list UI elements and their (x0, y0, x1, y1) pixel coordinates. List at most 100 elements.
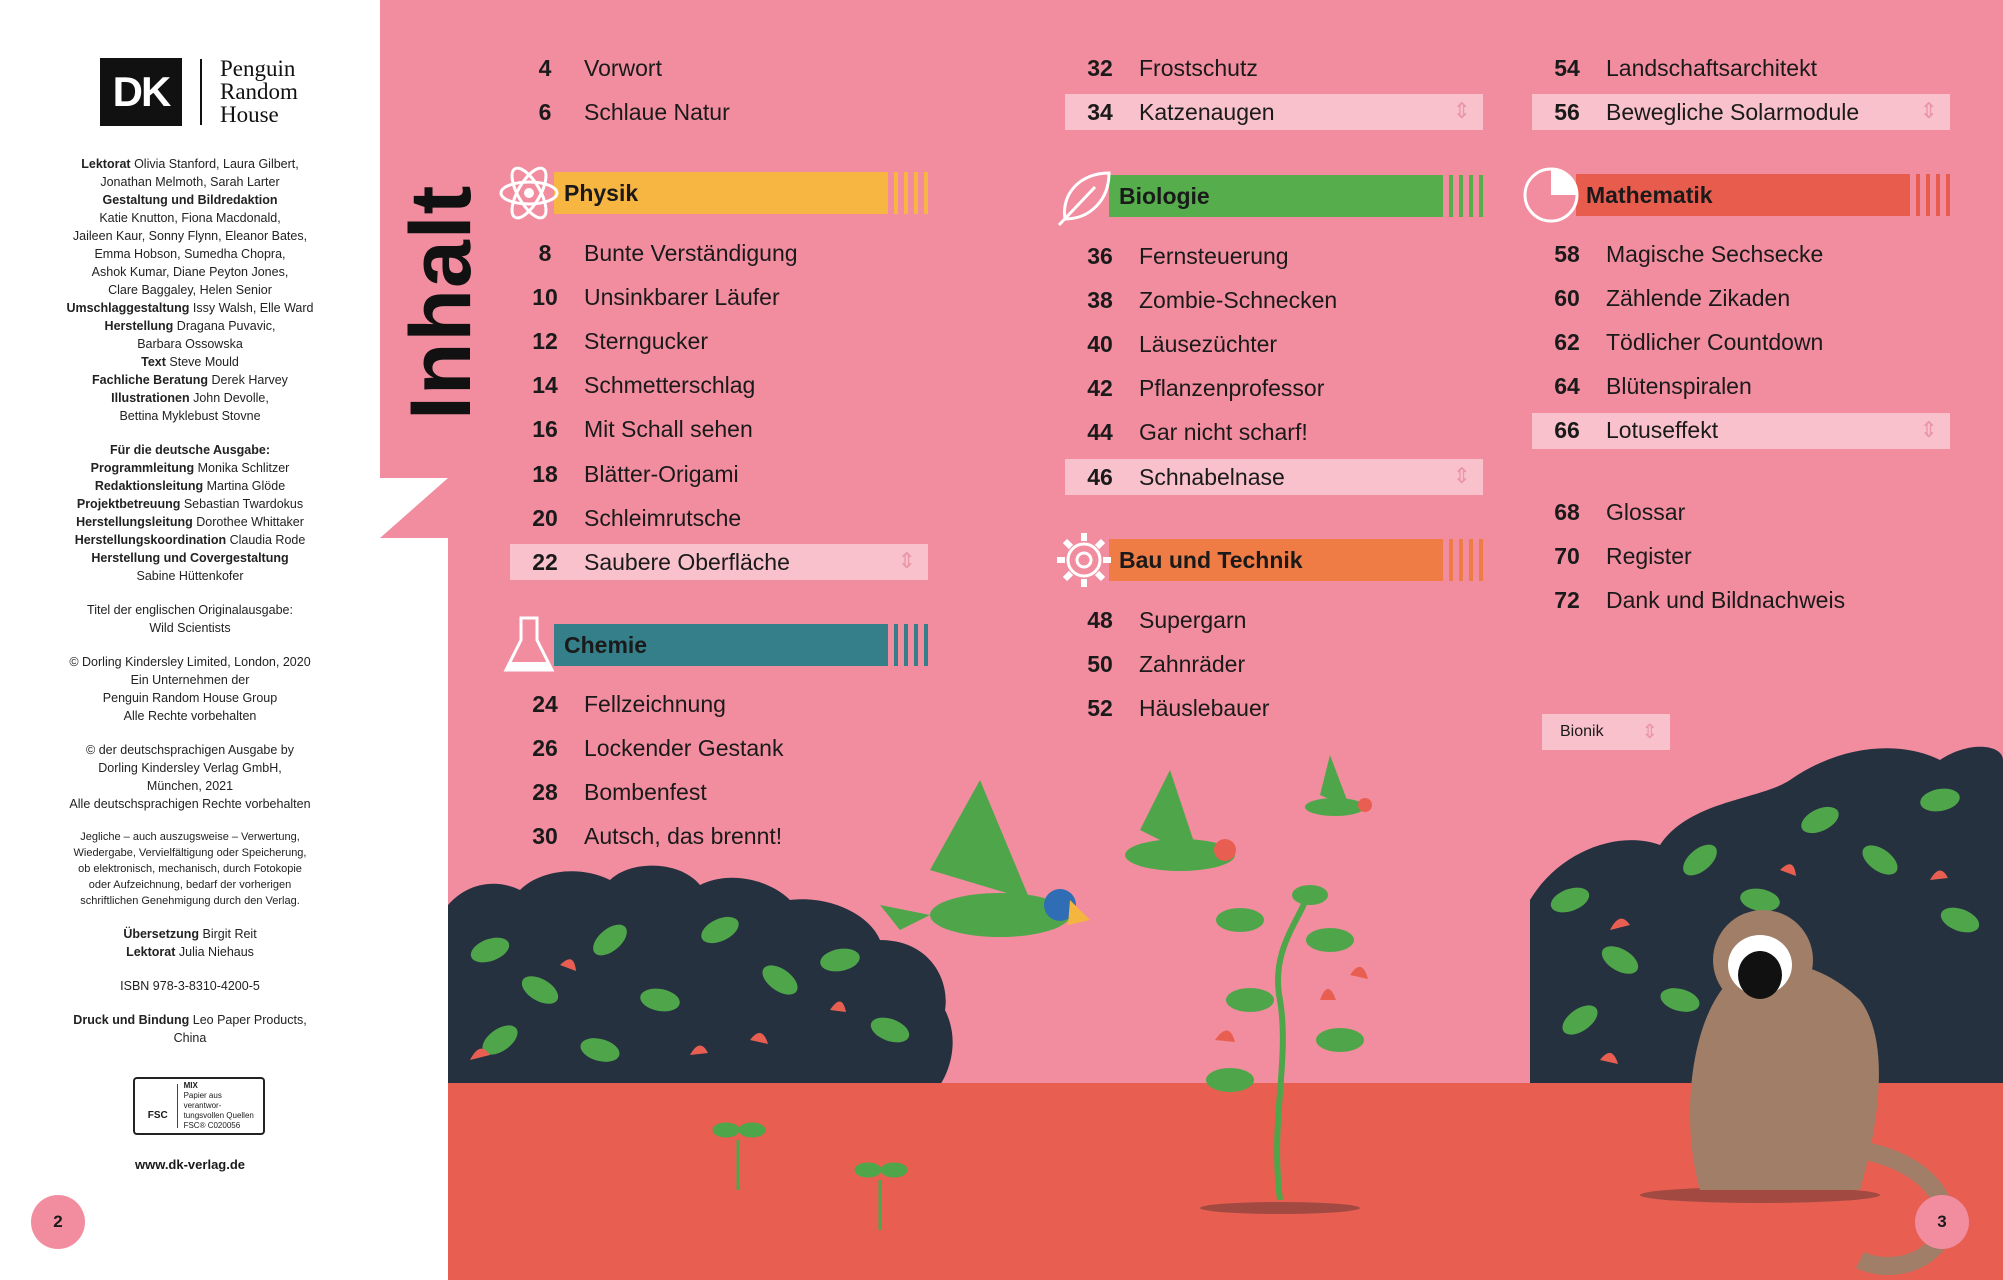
toc-title: Lockender Gestank (584, 734, 784, 761)
toc-title: Frostschutz (1139, 54, 1258, 81)
toc-title: Autsch, das brennt! (584, 823, 783, 850)
toc-entry[interactable]: 52 Häuslebauer (1065, 690, 1483, 726)
chili-bush-left (448, 865, 953, 1085)
page-notch-fill (380, 538, 448, 1280)
toc-entry[interactable]: 50 Zahnräder (1065, 646, 1483, 682)
imprint-line: Ein Unternehmen der (130, 673, 250, 687)
toc-entry[interactable]: 34 Katzenaugen (1065, 94, 1483, 130)
toc-title: Bombenfest (584, 778, 707, 805)
toc-entry[interactable]: 4 Vorwort (510, 50, 928, 86)
toc-entry[interactable]: 8 Bunte Verständigung (510, 235, 928, 271)
toc-page-number: 10 (532, 283, 558, 310)
section-label: Biologie (1109, 175, 1443, 217)
toc-title: Bunte Verständigung (584, 239, 798, 266)
technik-icon (1051, 527, 1117, 593)
imprint-line: Wiedergabe, Vervielfältigung oder Speich… (73, 847, 307, 859)
toc-entry[interactable]: 10 Unsinkbarer Läufer (510, 279, 928, 315)
toc-entry[interactable]: 20 Schleimrutsche (510, 500, 928, 536)
toc-entry[interactable]: 56 Bewegliche Solarmodule (1532, 94, 1950, 130)
imprint-line: © der deutschsprachigen Ausgabe by (86, 743, 294, 757)
toc-page-number: 6 (538, 98, 552, 125)
toc-entry[interactable]: 68 Glossar (1532, 494, 1950, 530)
section-stripes (1449, 175, 1483, 217)
imprint-line: Katie Knutton, Fiona Macdonald, (99, 211, 281, 225)
original-title-label: Titel der englischen Originalausgabe: (87, 603, 293, 617)
imprint-line: schriftlichen Genehmigung durch den Verl… (80, 895, 300, 907)
toc-entry[interactable]: 30 Autsch, das brennt! (510, 819, 928, 855)
toc-entry[interactable]: 6 Schlaue Natur (510, 94, 928, 130)
imprint-line: München, 2021 (146, 779, 234, 793)
logo-divider (200, 58, 202, 125)
dk-logo: DK (100, 57, 182, 126)
prh-line: Penguin (220, 56, 296, 81)
chili-plant-center (1200, 885, 1368, 1214)
toc-entry[interactable]: 26 Lockender Gestank (510, 730, 928, 766)
legal-notice: Jegliche – auch auszugsweise – Verwertun… (40, 829, 340, 909)
credits-block: Lektorat Olivia Stanford, Laura Gilbert,… (40, 155, 340, 425)
toc-page-number: 36 (1087, 242, 1113, 269)
toc-entry[interactable]: 64 Blütenspiralen (1532, 369, 1950, 405)
toc-page-number: 32 (1087, 54, 1113, 81)
imprint-line: Barbara Ossowska (137, 337, 243, 351)
toc-entry[interactable]: 42 Pflanzenprofessor (1065, 371, 1483, 407)
toc-entry[interactable]: 70 Register (1532, 538, 1950, 574)
fsc-text: MIX Papier aus verantwor-tungsvollen Quel… (184, 1081, 259, 1131)
toc-entry[interactable]: 16 Mit Schall sehen (510, 412, 928, 448)
imprint-line: oder Aufzeichnung, bedarf der vorherigen (88, 879, 292, 891)
page-number-left: 2 (34, 1198, 82, 1246)
imprint-line: Sabine Hüttenkofer (136, 569, 244, 583)
imprint-line: Emma Hobson, Sumedha Chopra, (94, 247, 286, 261)
toc-page-number: 28 (532, 778, 558, 805)
toc-entry[interactable]: 14 Schmetterschlag (510, 368, 928, 404)
imprint-line: © Dorling Kindersley Limited, London, 20… (69, 655, 311, 669)
toc-entry[interactable]: 60 Zählende Zikaden (1532, 280, 1950, 316)
toc-entry[interactable]: 22 Saubere Oberfläche (510, 544, 928, 581)
section-label: Mathematik (1576, 174, 1910, 216)
toc-entry[interactable]: 40 Läusezüchter (1065, 326, 1483, 362)
print-credits: Druck und Bindung Leo Paper Products, Chi… (40, 1011, 340, 1047)
imprint-line: Herstellung und Covergestaltung (91, 551, 289, 565)
section-header-physik: Physik (499, 166, 928, 220)
toc-title: Zombie-Schnecken (1139, 286, 1338, 313)
website-url[interactable]: www.dk-verlag.de (134, 1157, 246, 1172)
toc-entry[interactable]: 58 Magische Sechsecke (1532, 236, 1950, 272)
toc-page-number: 30 (532, 823, 558, 850)
section-stripes (1916, 174, 1950, 216)
section-stripes (894, 624, 928, 666)
section-stripes (894, 172, 928, 214)
toc-page-number: 48 (1087, 606, 1113, 633)
toc-entry[interactable]: 54 Landschaftsarchitekt (1532, 50, 1950, 86)
imprint-line: Text Steve Mould (141, 355, 239, 369)
parrot-small (1305, 755, 1372, 816)
toc-page-number: 50 (1087, 650, 1113, 677)
toc-title: Zahnräder (1139, 650, 1246, 677)
toc-entry[interactable]: 12 Sterngucker (510, 323, 928, 359)
toc-entry[interactable]: 28 Bombenfest (510, 774, 928, 810)
toc-entry[interactable]: 38 Zombie-Schnecken (1065, 282, 1483, 318)
imprint-line: Dorling Kindersley Verlag GmbH, (98, 761, 282, 775)
german-edition-heading: Für die deutsche Ausgabe: (110, 443, 270, 457)
toc-title: Blütenspiralen (1606, 373, 1752, 400)
imprint-line: Jaileen Kaur, Sonny Flynn, Eleanor Bates… (72, 229, 308, 243)
toc-title: Fernsteuerung (1139, 242, 1289, 269)
toc-entry[interactable]: 24 Fellzeichnung (510, 686, 928, 722)
monkey (1640, 910, 1955, 1275)
toc-title: Lotuseffekt (1606, 417, 1719, 444)
toc-title: Blätter-Origami (584, 460, 739, 487)
toc-entry[interactable]: 18 Blätter-Origami (510, 456, 928, 492)
toc-entry[interactable]: 66 Lotuseffekt (1532, 412, 1950, 449)
imprint-text: Lektorat Olivia Stanford, Laura Gilbert,… (40, 155, 340, 1047)
toc-entry[interactable]: 48 Supergarn (1065, 602, 1483, 638)
translation-credits: Übersetzung Birgit Reit Lektorat Julia Ni… (40, 925, 340, 961)
toc-entry[interactable]: 32 Frostschutz (1065, 50, 1483, 86)
imprint-line: Lektorat Julia Niehaus (126, 945, 254, 959)
toc-entry[interactable]: 62 Tödlicher Countdown (1532, 324, 1950, 360)
sprouts (712, 1122, 908, 1230)
imprint-line: ob elektronisch, mechanisch, durch Fotok… (78, 863, 302, 875)
toc-entry[interactable]: 72 Dank und Bildnachweis (1532, 582, 1950, 618)
imprint-line: Druck und Bindung Leo Paper Products, (73, 1013, 307, 1027)
toc-entry[interactable]: 36 Fernsteuerung (1065, 238, 1483, 274)
toc-entry[interactable]: 44 Gar nicht scharf! (1065, 415, 1483, 451)
toc-entry[interactable]: 46 Schnabelnase (1065, 459, 1483, 495)
publisher-logo: DK Penguin Random House (100, 57, 298, 126)
